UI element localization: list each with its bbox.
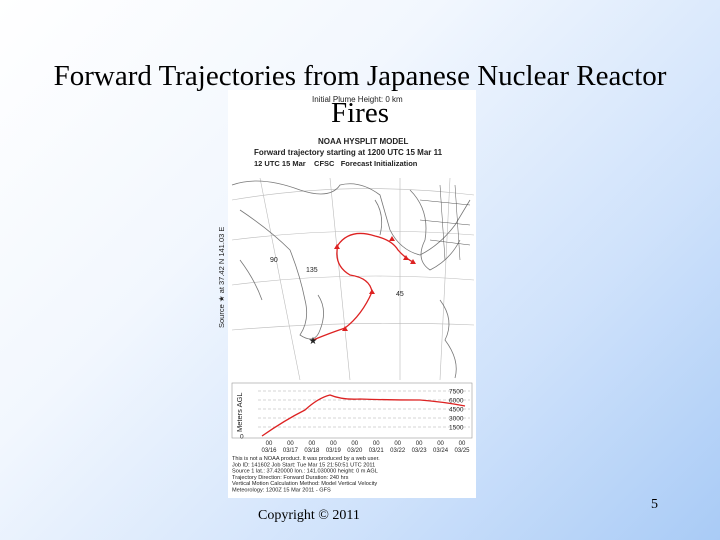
x-tick-date: 03/20 (347, 448, 363, 454)
x-tick-date: 03/23 (412, 448, 428, 454)
map-grid (231, 177, 475, 381)
x-tick-date: 03/21 (369, 448, 385, 454)
profile-grid (258, 390, 470, 428)
model-name: NOAA HYSPLIT MODEL (318, 137, 408, 146)
note-line: Job ID: 141602 Job Start: Tue Mar 15 21:… (232, 462, 375, 468)
copyright: Copyright © 2011 (258, 508, 360, 523)
source-label: Source ★ at 37.42 N 141.03 E (217, 227, 226, 328)
y-tick-label: 1500 (449, 425, 464, 432)
map-label: 90 (270, 257, 278, 264)
x-tick-hour: 00 (416, 441, 423, 447)
x-tick-hour: 00 (394, 441, 401, 447)
slide-title: Forward Trajectories from Japanese Nucle… (53, 60, 667, 129)
page-number: 5 (651, 497, 658, 512)
height-profile (261, 394, 466, 437)
source-star: ★ (309, 336, 318, 347)
x-tick-hour: 00 (351, 441, 358, 447)
figure-background (228, 90, 476, 498)
profile-frame (231, 382, 473, 439)
y-tick-label: 3000 (449, 416, 464, 423)
x-tick-date: 03/25 (454, 448, 470, 454)
y-tick-label: 7500 (449, 389, 464, 396)
plume-height: Initial Plume Height: 0 km (312, 95, 403, 104)
coastlines (231, 180, 471, 379)
figure-init: 12 UTC 15 Mar CFSC Forecast Initializati… (254, 159, 418, 168)
borders (419, 184, 471, 261)
y-tick-label: 0 (240, 434, 244, 441)
map-label: 135 (306, 267, 318, 274)
x-tick-date: 03/17 (283, 448, 299, 454)
x-tick-hour: 00 (437, 441, 444, 447)
map-label: 45 (396, 291, 404, 298)
x-tick-hour: 00 (266, 441, 273, 447)
y-tick-label: 6000 (449, 398, 464, 405)
y-tick-label: 4500 (449, 407, 464, 414)
figure-subtitle: Forward trajectory starting at 1200 UTC … (254, 148, 443, 157)
x-tick-date: 03/19 (326, 448, 342, 454)
x-tick-date: 03/22 (390, 448, 406, 454)
x-tick-hour: 00 (309, 441, 316, 447)
x-tick-date: 03/18 (304, 448, 320, 454)
note-line: Vertical Motion Calculation Method: Mode… (232, 481, 377, 487)
note-line: Trajectory Direction: Forward Duration: … (232, 475, 349, 481)
x-tick-hour: 00 (459, 441, 466, 447)
note-line: Source 1 lat.: 37.420000 lon.: 141.03000… (232, 469, 378, 475)
x-tick-hour: 00 (330, 441, 337, 447)
y-axis-label: Meters AGL (235, 392, 244, 432)
note-line: This is not a NOAA product. It was produ… (232, 456, 380, 462)
x-tick-hour: 00 (287, 441, 294, 447)
x-tick-date: 03/16 (261, 448, 277, 454)
note-line: Meteorology: 1200Z 15 Mar 2011 - GFS (232, 488, 331, 494)
x-tick-date: 03/24 (433, 448, 449, 454)
x-tick-hour: 00 (373, 441, 380, 447)
trajectory-markers (334, 236, 416, 331)
trajectory (312, 232, 414, 341)
